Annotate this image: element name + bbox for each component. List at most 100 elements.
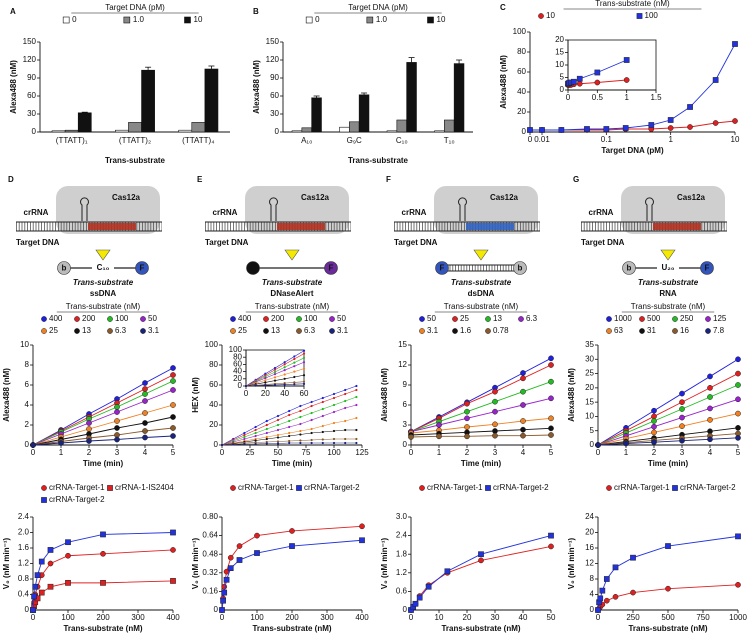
- marker: [332, 403, 336, 407]
- cleavage-site: [95, 249, 111, 261]
- legend-label: 50: [337, 314, 346, 323]
- marker: [310, 427, 313, 431]
- bar: [349, 121, 360, 133]
- legend-marker: [419, 328, 425, 334]
- y-tick-label: 150: [23, 37, 37, 46]
- error-bar: [208, 65, 215, 69]
- y-tick-label: 2.0: [18, 528, 30, 537]
- marker: [288, 439, 291, 443]
- marker: [436, 422, 442, 428]
- enzyme-label: Cas12a: [301, 193, 330, 202]
- substrate-end-label: F: [140, 264, 145, 273]
- error-bar: [81, 111, 88, 113]
- series-line: [597, 373, 739, 446]
- marker: [321, 441, 324, 445]
- marker: [679, 414, 685, 421]
- x-axis-label: Time (min): [648, 459, 689, 468]
- marker: [65, 552, 71, 559]
- bar: [51, 130, 66, 133]
- marker: [273, 366, 277, 370]
- y-tick-label: 80: [517, 47, 526, 56]
- x-tick-label: 1: [59, 448, 64, 457]
- series-line: [32, 435, 174, 446]
- series-line: [221, 539, 363, 611]
- target-label: Target DNA: [581, 238, 625, 247]
- marker: [273, 383, 277, 387]
- crrna-hairpin: [80, 197, 89, 221]
- panel-label: D: [8, 175, 14, 184]
- marker: [47, 583, 54, 590]
- legend-label: 1.0: [133, 15, 145, 24]
- bar: [406, 62, 417, 133]
- y-axis-label: HEX (nM): [191, 377, 200, 413]
- legend-marker: [41, 485, 47, 491]
- marker: [264, 376, 267, 380]
- x-tick-label: 200: [96, 613, 110, 622]
- marker: [47, 547, 54, 553]
- bar: [358, 94, 370, 133]
- x-axis-label: Trans-substrate (nM): [252, 624, 331, 633]
- substrate-end: [324, 261, 338, 275]
- bar: [339, 126, 350, 133]
- legend-label: 100: [304, 314, 318, 323]
- legend-marker: [705, 316, 711, 322]
- marker: [223, 576, 230, 583]
- marker: [355, 395, 358, 399]
- y-tick-label: 100: [513, 27, 527, 36]
- marker: [735, 425, 741, 431]
- legend-label: 10: [194, 15, 203, 24]
- substrate-type: RNA: [659, 289, 677, 298]
- y-tick-label: 0: [403, 440, 408, 449]
- x-tick-label: 20: [463, 613, 472, 622]
- marker: [232, 443, 235, 446]
- legend-label: 100: [115, 314, 129, 323]
- marker: [142, 428, 148, 434]
- series-line: [32, 374, 174, 446]
- x-tick-label: 1: [437, 448, 442, 457]
- y-tick-label: 0: [560, 85, 565, 94]
- legend-marker: [329, 316, 335, 322]
- marker: [170, 414, 176, 420]
- marker: [359, 537, 365, 544]
- marker: [276, 423, 280, 427]
- marker: [679, 390, 685, 397]
- x-axis-label: Trans-substrate: [348, 156, 409, 165]
- y-tick-label: 0: [214, 440, 219, 449]
- substrate-end-label: F: [440, 264, 445, 273]
- legend-label: crRNA-Target-1: [49, 483, 105, 492]
- substrate-end-label: Q: [250, 264, 256, 273]
- marker: [254, 428, 257, 432]
- legend-label: 0.78: [493, 326, 509, 335]
- marker: [288, 431, 291, 435]
- diagram: F Cas12a crRNA Target DNA F b Trans-substrate d…: [386, 175, 540, 298]
- marker: [584, 126, 590, 132]
- marker: [220, 443, 224, 447]
- marker: [594, 79, 601, 86]
- substrate-end-label: b: [518, 264, 523, 273]
- error-bar: [456, 59, 463, 64]
- legend-label: 3.1: [148, 326, 160, 335]
- marker: [38, 589, 45, 596]
- marker: [254, 434, 257, 438]
- x-tick-label: 1000: [729, 613, 747, 622]
- marker: [344, 392, 347, 396]
- y-tick-label: 0: [403, 605, 408, 614]
- x-tick-label: G₉C: [347, 136, 362, 145]
- marker: [264, 381, 267, 384]
- error-bar: [313, 95, 320, 98]
- y-tick-label: 9: [403, 380, 408, 389]
- legend-label: crRNA-Target-2: [493, 483, 549, 492]
- marker: [100, 550, 106, 557]
- x-tick-label: 400: [166, 613, 180, 622]
- legend-title: Target DNA (pM): [348, 3, 408, 12]
- marker: [254, 425, 257, 429]
- marker: [548, 532, 554, 539]
- marker: [492, 432, 498, 439]
- legend-marker: [419, 316, 425, 322]
- x-tick-label: 1.5: [650, 93, 662, 102]
- legend-title: Trans-substrate (nM): [66, 302, 141, 311]
- marker: [273, 370, 277, 374]
- substrate-end: [622, 261, 636, 275]
- series-line: [597, 413, 739, 446]
